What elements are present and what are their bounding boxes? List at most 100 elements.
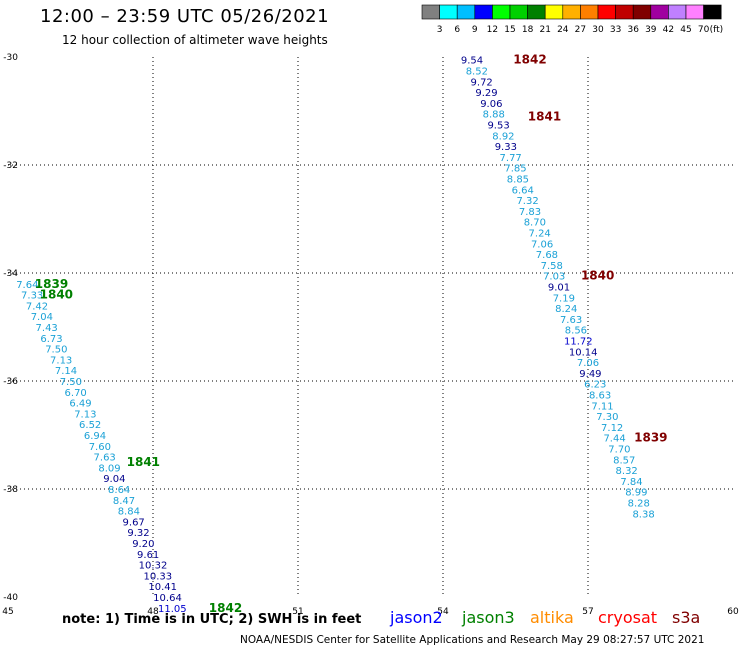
colorbar-tick-label: 18 — [522, 25, 534, 35]
colorbar-tick-label: 15 — [504, 25, 515, 35]
colorbar-swatch — [509, 4, 528, 20]
wave-height-label: 6.23 — [584, 380, 606, 391]
colorbar-tick-label: 9 — [472, 25, 478, 35]
legend-cryosat: cryosat — [598, 608, 658, 627]
wave-height-label: 8.47 — [113, 496, 135, 507]
y-tick-label: -34 — [3, 269, 18, 279]
wave-height-label: 7.04 — [31, 312, 53, 323]
colorbar-swatch — [668, 4, 687, 20]
pass-time-label: 1840 — [581, 269, 614, 283]
pass-time-label: 1839 — [35, 277, 68, 291]
wave-height-label: 9.20 — [132, 539, 154, 550]
wave-height-label: 7.58 — [541, 261, 563, 272]
wave-height-label: 8.28 — [628, 499, 650, 510]
wave-height-label: 7.03 — [543, 272, 565, 283]
wave-height-label: 7.63 — [560, 315, 582, 326]
wave-height-label: 9.67 — [123, 517, 145, 528]
wave-height-label: 7.44 — [603, 434, 625, 445]
colorbar-swatch — [474, 4, 493, 20]
wave-height-label: 8.99 — [625, 488, 647, 499]
wave-height-label: 10.33 — [144, 571, 173, 582]
x-tick-label: 51 — [292, 607, 303, 617]
colorbar-swatch — [527, 4, 546, 20]
colorbar-tick-label: 30 — [592, 25, 604, 35]
colorbar-unit-label: (ft) — [710, 25, 724, 35]
wave-height-label: 9.29 — [475, 88, 497, 99]
x-tick-label: 57 — [582, 607, 593, 617]
wave-height-label: 8.63 — [589, 391, 611, 402]
colorbar-swatch — [615, 4, 634, 20]
wave-height-label: 9.49 — [579, 369, 601, 380]
pass-time-label: 1841 — [528, 109, 561, 123]
x-tick-label: 45 — [2, 607, 13, 617]
colorbar-swatch — [492, 4, 511, 20]
wave-height-label: 6.64 — [512, 185, 534, 196]
colorbar-tick-label: 27 — [575, 25, 586, 35]
pass-time-label: 1840 — [40, 288, 73, 302]
wave-height-label: 10.32 — [139, 561, 168, 572]
colorbar-swatch — [703, 4, 722, 20]
pass-time-label: 1842 — [513, 53, 546, 67]
wave-height-label: 7.70 — [608, 445, 630, 456]
wave-height-label: 8.70 — [524, 218, 546, 229]
wave-height-label: 8.38 — [632, 509, 654, 520]
colorbar-swatch — [439, 4, 458, 20]
wave-height-label: 7.30 — [596, 412, 618, 423]
x-tick-label: 60 — [727, 607, 739, 617]
wave-height-label: 7.06 — [531, 239, 553, 250]
colorbar-tick-label: 42 — [663, 25, 674, 35]
colorbar-tick-label: 36 — [627, 25, 639, 35]
colorbar-swatch — [632, 4, 652, 20]
wave-height-label: 7.11 — [591, 401, 613, 412]
wave-height-label: 7.33 — [21, 291, 43, 302]
colorbar-tick-label: 12 — [487, 25, 498, 35]
colorbar-tick-label: 70 — [698, 25, 710, 35]
colorbar-swatch — [544, 4, 564, 20]
y-tick-label: -38 — [3, 485, 18, 495]
colorbar-tick-label: 21 — [539, 25, 550, 35]
wave-height-label: 7.50 — [60, 377, 82, 388]
wave-height-label: 9.54 — [461, 56, 483, 67]
wave-height-label: 10.14 — [569, 347, 598, 358]
colorbar-swatch — [597, 4, 616, 20]
y-tick-label: -32 — [3, 161, 18, 171]
wave-height-label: 8.09 — [98, 463, 120, 474]
wave-height-label: 8.64 — [108, 485, 130, 496]
colorbar-swatch — [580, 4, 599, 20]
wave-height-label: 11.05 — [158, 604, 187, 615]
wave-height-label: 7.43 — [36, 323, 58, 334]
wave-height-label: 7.77 — [500, 153, 522, 164]
colorbar-swatch — [562, 4, 581, 20]
wave-height-label: 7.68 — [536, 250, 558, 261]
colorbar-swatch — [650, 4, 669, 20]
wave-height-label: 8.88 — [483, 110, 505, 121]
pass-time-label: 1841 — [127, 455, 160, 469]
wave-height-label: 6.94 — [84, 431, 106, 442]
chart-subtitle: 12 hour collection of altimeter wave hei… — [62, 33, 328, 47]
wave-height-label: 8.85 — [507, 175, 529, 186]
wave-height-label: 6.49 — [69, 399, 91, 410]
colorbar-swatch — [456, 4, 476, 20]
wave-height-label: 10.41 — [148, 582, 177, 593]
wave-height-label: 6.52 — [79, 420, 101, 431]
wave-height-label: 7.06 — [577, 358, 599, 369]
wave-height-label: 7.42 — [26, 301, 48, 312]
x-tick-label: 48 — [147, 607, 159, 617]
y-tick-label: -40 — [3, 593, 18, 603]
wave-height-label: 7.13 — [50, 355, 72, 366]
colorbar-tick-label: 24 — [557, 25, 569, 35]
colorbar-tick-label: 39 — [645, 25, 657, 35]
wave-height-label: 7.60 — [89, 442, 111, 453]
wave-height-label: 7.83 — [519, 207, 541, 218]
footer-note: note: 1) Time is in UTC; 2) SWH is in fe… — [62, 612, 362, 627]
colorbar-tick-label: 6 — [454, 25, 460, 35]
wave-height-label: 9.61 — [137, 550, 159, 561]
wave-height-label: 7.13 — [74, 409, 96, 420]
wave-height-label: 8.57 — [613, 455, 635, 466]
colorbar-swatch — [421, 4, 440, 20]
colorbar-tick-label: 33 — [610, 25, 621, 35]
wave-height-label: 11.72 — [564, 337, 593, 348]
wave-height-label: 7.14 — [55, 366, 77, 377]
